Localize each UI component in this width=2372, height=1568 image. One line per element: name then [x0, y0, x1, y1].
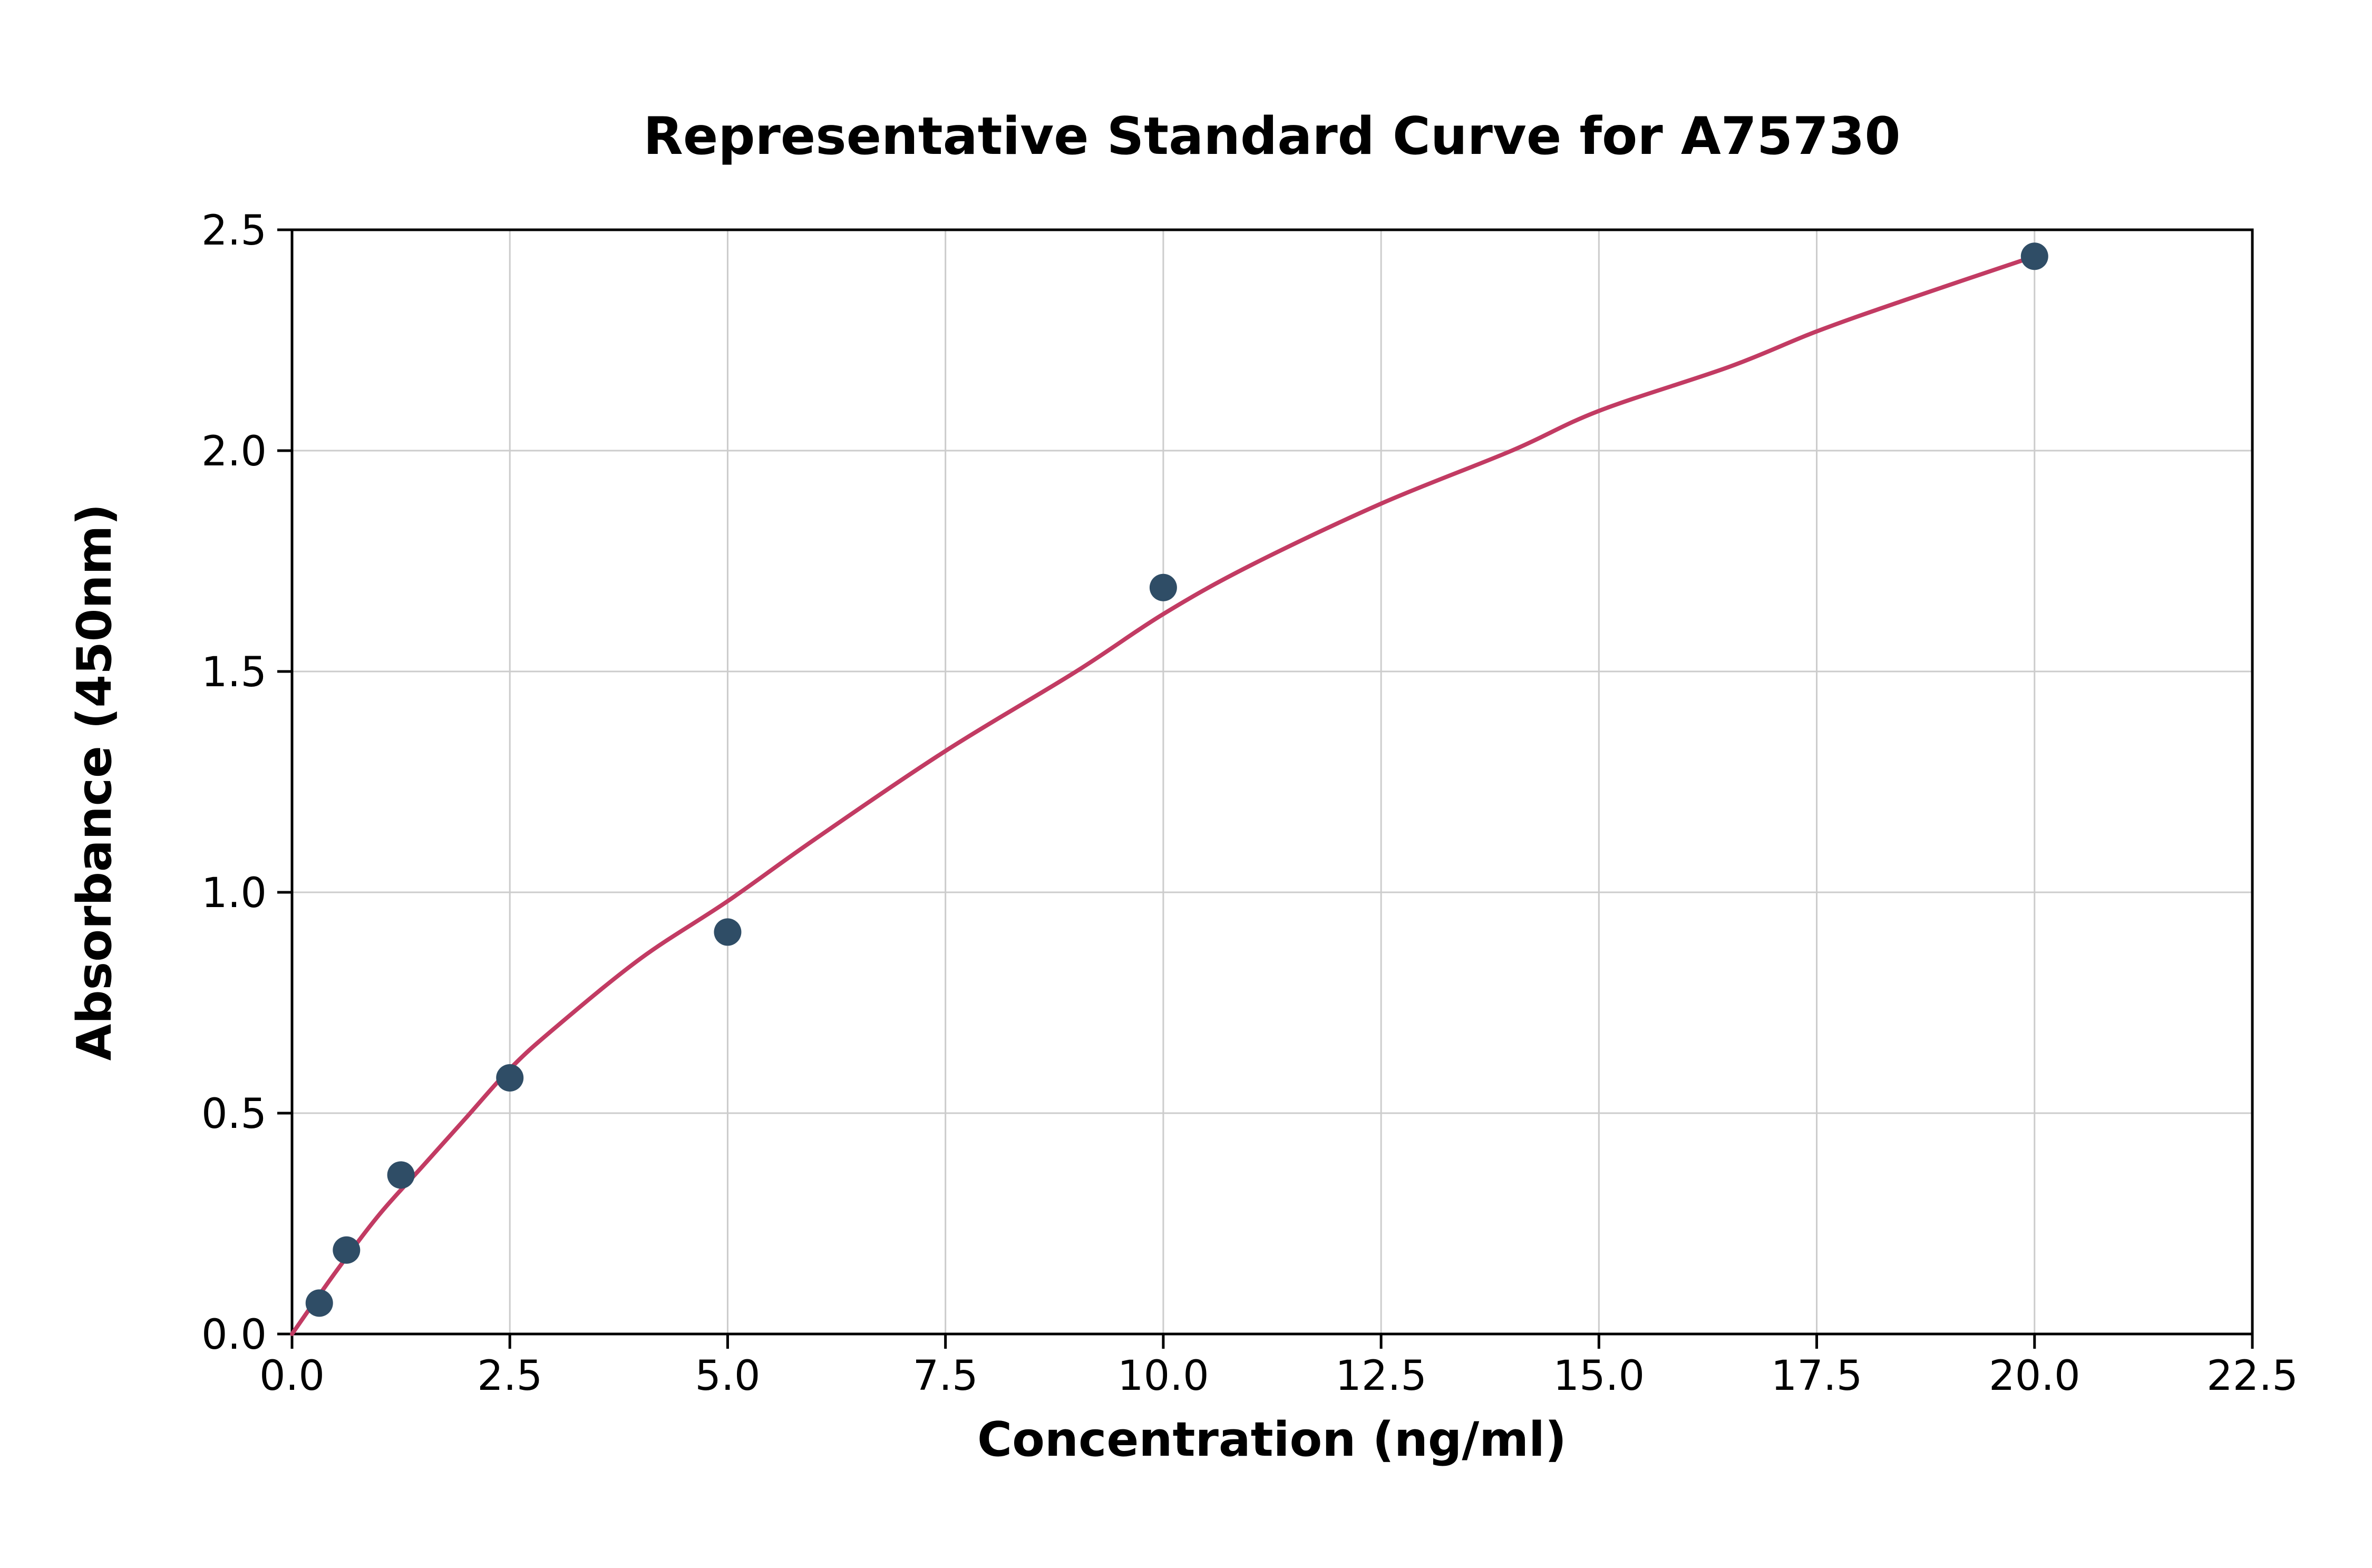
- y-tick-label: 0.0: [201, 1311, 267, 1359]
- data-point: [333, 1236, 361, 1264]
- data-point: [496, 1064, 524, 1092]
- plot-border: [290, 228, 2254, 1336]
- data-point: [305, 1289, 333, 1317]
- x-tick-label: 2.5: [477, 1352, 542, 1400]
- data-point: [714, 918, 742, 946]
- x-tick-label: 5.0: [695, 1352, 760, 1400]
- y-tick-label: 1.0: [201, 870, 267, 917]
- y-tick-labels: 0.0 0.5 1.0 1.5 2.0 2.5: [201, 207, 267, 1359]
- data-point: [387, 1161, 415, 1189]
- data-point: [2020, 242, 2048, 270]
- x-tick-label: 17.5: [1771, 1352, 1863, 1400]
- y-tick-label: 0.5: [201, 1090, 267, 1138]
- y-axis-label: Absorbance (450nm): [67, 504, 122, 1061]
- x-tick-label: 15.0: [1553, 1352, 1645, 1400]
- x-tick-label: 20.0: [1989, 1352, 2081, 1400]
- x-tick-label: 22.5: [2206, 1352, 2298, 1400]
- x-tick-label: 12.5: [1335, 1352, 1427, 1400]
- y-tick-label: 2.0: [201, 428, 267, 475]
- data-point: [1149, 573, 1177, 601]
- x-tick-label: 10.0: [1117, 1352, 1209, 1400]
- grid-lines: [291, 229, 2253, 1335]
- x-tick-label: 0.0: [259, 1352, 325, 1400]
- data-series: [290, 242, 2048, 1336]
- chart-title: Representative Standard Curve for A75730: [643, 106, 1900, 167]
- y-tick-label: 1.5: [201, 649, 267, 696]
- fit-curve-line: [290, 254, 2037, 1336]
- y-tick-label: 2.5: [201, 207, 267, 255]
- x-tick-label: 7.5: [913, 1352, 978, 1400]
- x-axis-label: Concentration (ng/ml): [977, 1412, 1567, 1467]
- x-tick-labels: 0.0 2.5 5.0 7.5 10.0 12.5 15.0 17.5 20.0 22.5: [259, 1352, 2298, 1400]
- axis-ticks: [277, 228, 2254, 1349]
